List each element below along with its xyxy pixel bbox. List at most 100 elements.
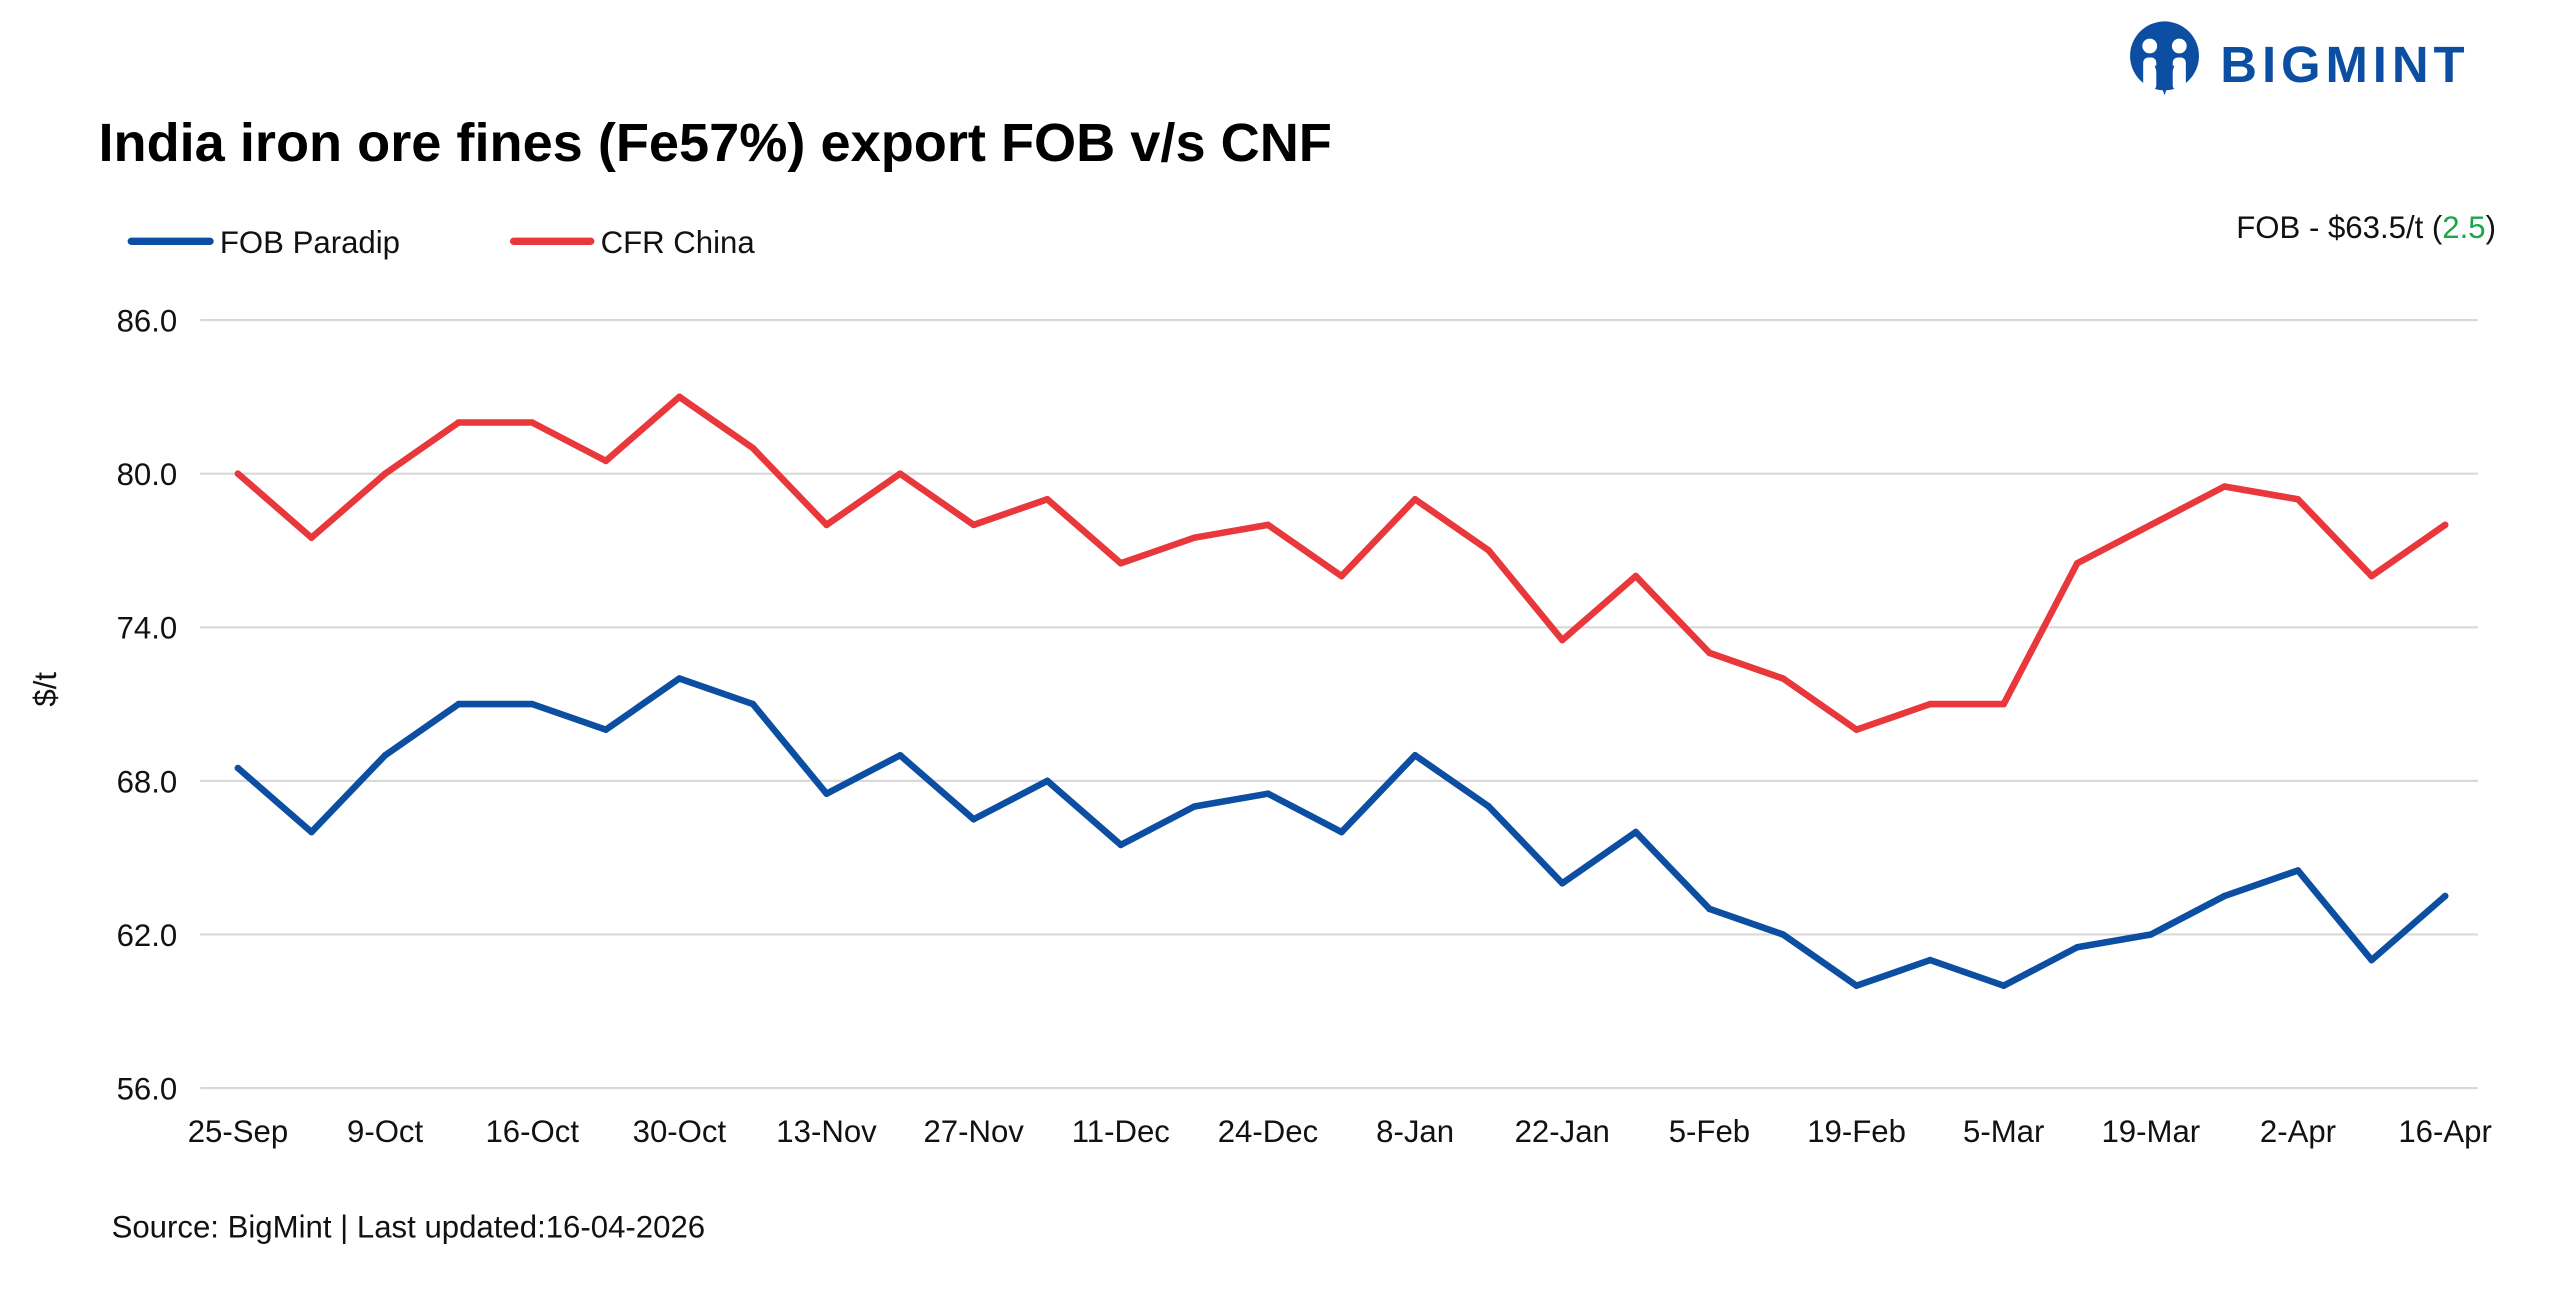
data-point	[1411, 495, 1419, 503]
gridlines	[200, 319, 2478, 1090]
data-point	[1043, 777, 1051, 785]
bigmint-logo: BIGMINT	[2130, 21, 2469, 96]
x-tick-label: 5-Mar	[1963, 1114, 2044, 1149]
data-point	[2294, 495, 2302, 503]
logo-text: BIGMINT	[2220, 36, 2469, 93]
data-point	[1926, 700, 1934, 708]
data-point	[1926, 956, 1934, 964]
data-point	[1558, 636, 1566, 644]
x-tick-label: 2-Apr	[2260, 1114, 2336, 1149]
data-point	[1191, 534, 1198, 541]
data-point	[1632, 828, 1640, 836]
data-point	[1558, 879, 1566, 887]
data-point	[2000, 700, 2007, 708]
data-point	[2368, 956, 2375, 964]
y-tick-label: 56.0	[117, 1072, 178, 1107]
data-point	[2073, 559, 2081, 567]
y-tick-label: 68.0	[117, 764, 178, 799]
data-point	[1043, 495, 1051, 503]
x-tick-label: 16-Apr	[2398, 1114, 2492, 1149]
x-tick-label: 30-Oct	[633, 1114, 727, 1149]
data-point	[1706, 905, 1713, 913]
data-point	[1632, 572, 1640, 580]
series-line-cfr-china	[234, 393, 2449, 733]
chart-title: India iron ore fines (Fe57%) export FOB …	[98, 113, 1331, 173]
data-point	[2441, 892, 2449, 900]
x-tick-label: 11-Dec	[1072, 1114, 1170, 1149]
data-point	[970, 815, 977, 823]
x-tick-label: 8-Jan	[1376, 1114, 1454, 1149]
y-axis-label: $/t	[28, 672, 63, 707]
x-tick-label: 19-Mar	[2101, 1114, 2200, 1149]
y-tick-label: 86.0	[117, 304, 178, 339]
data-point	[2000, 982, 2007, 989]
data-point	[381, 751, 389, 759]
x-tick-label: 13-Nov	[776, 1114, 877, 1149]
data-point	[1338, 828, 1345, 836]
data-point	[1264, 521, 1272, 529]
data-point	[2147, 521, 2155, 529]
data-point	[1779, 675, 1787, 682]
x-tick-label: 24-Dec	[1218, 1114, 1318, 1149]
legend-item-fob[interactable]: FOB Paradip	[127, 225, 400, 260]
data-point	[823, 790, 830, 797]
data-point	[970, 521, 977, 529]
data-point	[2294, 867, 2302, 874]
data-point	[1853, 726, 1860, 733]
data-point	[823, 521, 830, 529]
data-point	[2221, 892, 2228, 900]
data-point	[528, 700, 536, 708]
y-tick-label: 74.0	[117, 611, 178, 646]
data-point	[676, 675, 683, 682]
data-point	[1117, 841, 1125, 849]
data-point	[749, 700, 757, 708]
data-point	[455, 419, 462, 426]
data-point	[2221, 483, 2228, 490]
x-tick-label: 9-Oct	[347, 1114, 424, 1149]
data-point	[896, 470, 904, 477]
x-tick-label: 5-Feb	[1669, 1114, 1750, 1149]
data-point	[602, 726, 610, 733]
x-tick-label: 27-Nov	[923, 1114, 1024, 1149]
data-point	[1706, 649, 1713, 657]
x-tick-label: 25-Sep	[188, 1114, 288, 1149]
data-point	[455, 700, 462, 708]
data-point	[381, 470, 389, 477]
legend-item-cfr[interactable]: CFR China	[509, 225, 756, 260]
x-tick-label: 19-Feb	[1807, 1114, 1906, 1149]
data-point	[602, 457, 610, 465]
data-point	[528, 419, 536, 426]
y-tick-label: 80.0	[117, 457, 178, 492]
fob-annotation: FOB - $63.5/t (2.5)	[2236, 210, 2496, 245]
data-point	[2073, 943, 2081, 951]
legend-label-cfr: CFR China	[601, 225, 756, 260]
series-lines	[234, 393, 2449, 989]
data-point	[308, 534, 315, 541]
data-point	[1485, 803, 1492, 810]
data-point	[2368, 572, 2375, 580]
data-point	[234, 470, 242, 477]
data-point	[1117, 559, 1125, 567]
source-note: Source: BigMint | Last updated:16-04-202…	[112, 1209, 706, 1244]
data-point	[1779, 931, 1787, 938]
data-point	[2147, 931, 2155, 938]
legend-label-fob: FOB Paradip	[220, 225, 400, 260]
data-point	[234, 764, 242, 772]
x-tick-label: 16-Oct	[485, 1114, 579, 1149]
data-point	[2441, 521, 2449, 529]
data-point	[896, 751, 904, 759]
data-point	[1485, 547, 1492, 554]
y-axis: 86.0 80.0 74.0 68.0 62.0 56.0	[117, 304, 178, 1107]
x-tick-label: 22-Jan	[1515, 1114, 1610, 1149]
data-point	[1264, 790, 1272, 797]
data-point	[308, 828, 315, 836]
data-point	[676, 393, 683, 401]
x-axis: 25-Sep 9-Oct 16-Oct 30-Oct 13-Nov 27-Nov 11-De…	[188, 1114, 2492, 1149]
data-point	[1411, 751, 1419, 759]
data-point	[1191, 803, 1198, 810]
data-point	[1853, 982, 1860, 989]
y-tick-label: 62.0	[117, 918, 178, 953]
legend: FOB Paradip CFR China	[127, 225, 756, 260]
data-point	[1338, 572, 1345, 580]
